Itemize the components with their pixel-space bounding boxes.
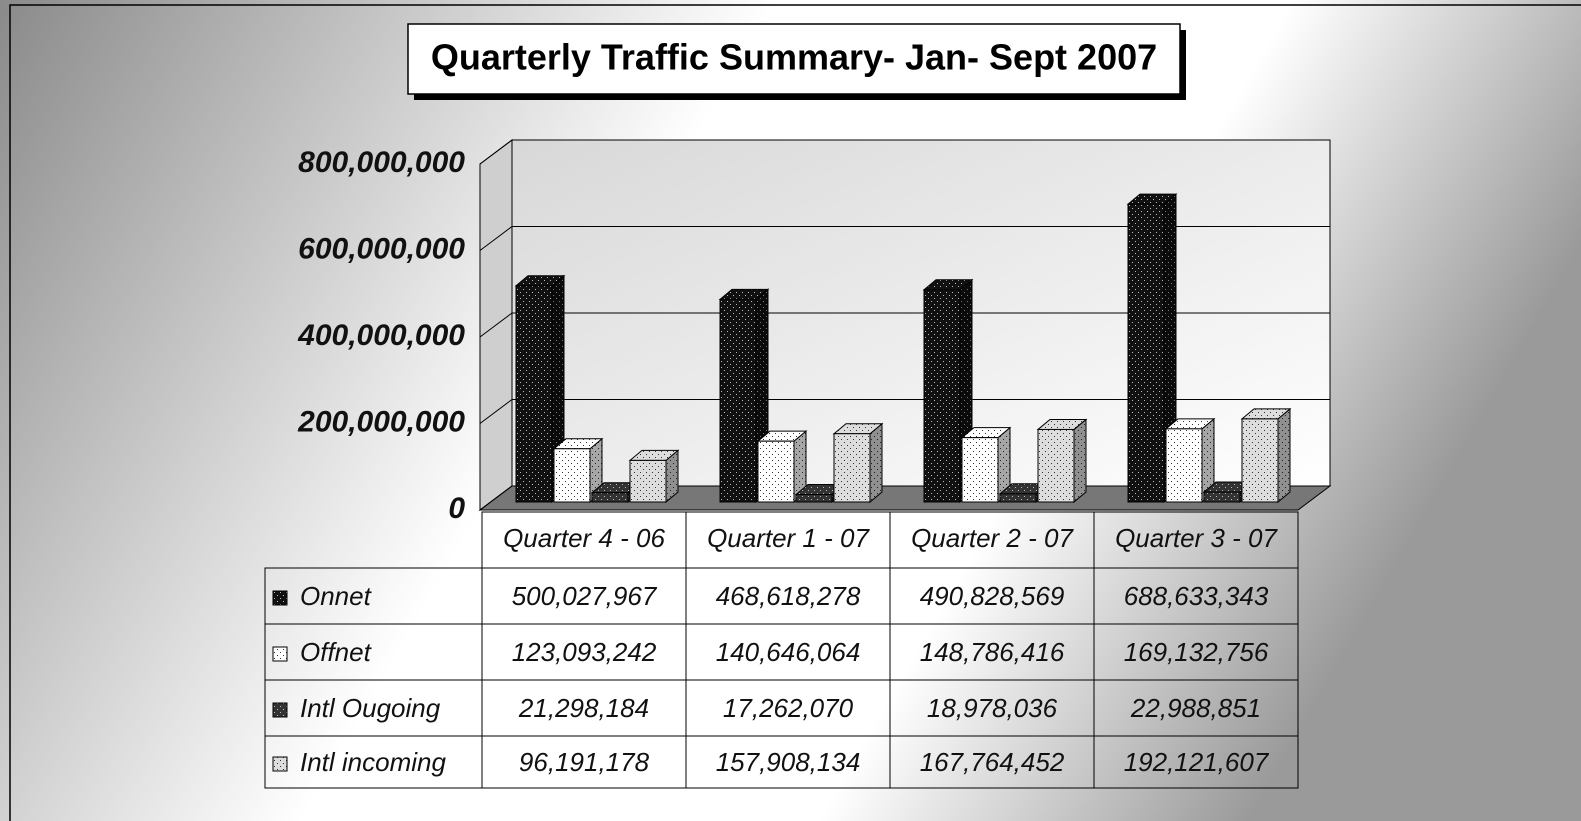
table-value: 17,262,070 <box>723 693 854 723</box>
table-value: 490,828,569 <box>920 581 1065 611</box>
bar-side-shade <box>794 431 806 502</box>
chart-title: Quarterly Traffic Summary- Jan- Sept 200… <box>431 37 1157 78</box>
x-tick-label: Quarter 2 - 07 <box>911 523 1074 553</box>
table-value: 123,093,242 <box>512 637 657 667</box>
bar <box>1203 491 1241 503</box>
table-value: 192,121,607 <box>1124 747 1270 777</box>
x-tick-label: Quarter 4 - 06 <box>503 523 665 553</box>
bar <box>795 494 833 503</box>
table-value: 21,298,184 <box>518 693 649 723</box>
y-tick-label: 800,000,000 <box>298 146 465 179</box>
table-value: 18,978,036 <box>927 693 1058 723</box>
bar <box>553 448 591 503</box>
bar <box>1165 428 1203 503</box>
y-tick-label: 600,000,000 <box>298 232 465 265</box>
legend-swatch <box>272 756 288 772</box>
grid-line-side <box>479 399 513 424</box>
legend-swatch <box>272 646 288 662</box>
table-value: 167,764,452 <box>920 747 1065 777</box>
x-tick-label: Quarter 3 - 07 <box>1115 523 1278 553</box>
bar <box>999 493 1037 503</box>
bar-side-shade <box>590 438 602 502</box>
bar <box>591 492 629 503</box>
bar <box>757 440 795 503</box>
bar <box>1037 428 1075 503</box>
bar-side-shade <box>870 423 882 502</box>
bar <box>719 298 757 503</box>
bar-side-shade <box>998 427 1010 502</box>
legend-label: Onnet <box>300 581 373 611</box>
bar <box>629 459 667 503</box>
bar <box>833 433 871 503</box>
x-tick-label: Quarter 1 - 07 <box>707 523 870 553</box>
legend-swatch <box>272 590 288 606</box>
grid-line-side <box>479 485 513 511</box>
y-tick-label: 400,000,000 <box>297 319 465 352</box>
table-value: 96,191,178 <box>519 747 650 777</box>
bar <box>923 289 961 503</box>
table-value: 148,786,416 <box>920 637 1065 667</box>
y-tick-label: 200,000,000 <box>297 405 465 438</box>
table-value: 688,633,343 <box>1124 581 1269 611</box>
legend-swatch <box>272 702 288 718</box>
bar-side-shade <box>1278 408 1290 502</box>
legend-label: Intl incoming <box>300 747 446 777</box>
bar <box>515 285 553 503</box>
grid-line-side <box>479 139 513 165</box>
table-value: 468,618,278 <box>716 581 861 611</box>
bar <box>1127 203 1165 503</box>
table-value: 140,646,064 <box>716 637 861 667</box>
title-box <box>407 23 1181 95</box>
table-value: 169,132,756 <box>1124 637 1269 667</box>
legend-label: Intl Ougoing <box>300 693 441 723</box>
y-tick-label: 0 <box>448 492 465 525</box>
frame <box>9 4 1581 821</box>
bar-side-shade <box>666 450 678 502</box>
table-value: 157,908,134 <box>716 747 861 777</box>
grid-line-side <box>479 226 513 251</box>
bar-side-shade <box>1074 419 1086 502</box>
bar <box>1241 418 1279 503</box>
table-value: 22,988,851 <box>1130 693 1261 723</box>
table-value: 500,027,967 <box>512 581 658 611</box>
bar <box>961 437 999 503</box>
legend-label: Offnet <box>300 637 373 667</box>
bar-side-shade <box>1202 418 1214 502</box>
grid-line-side <box>479 312 513 338</box>
